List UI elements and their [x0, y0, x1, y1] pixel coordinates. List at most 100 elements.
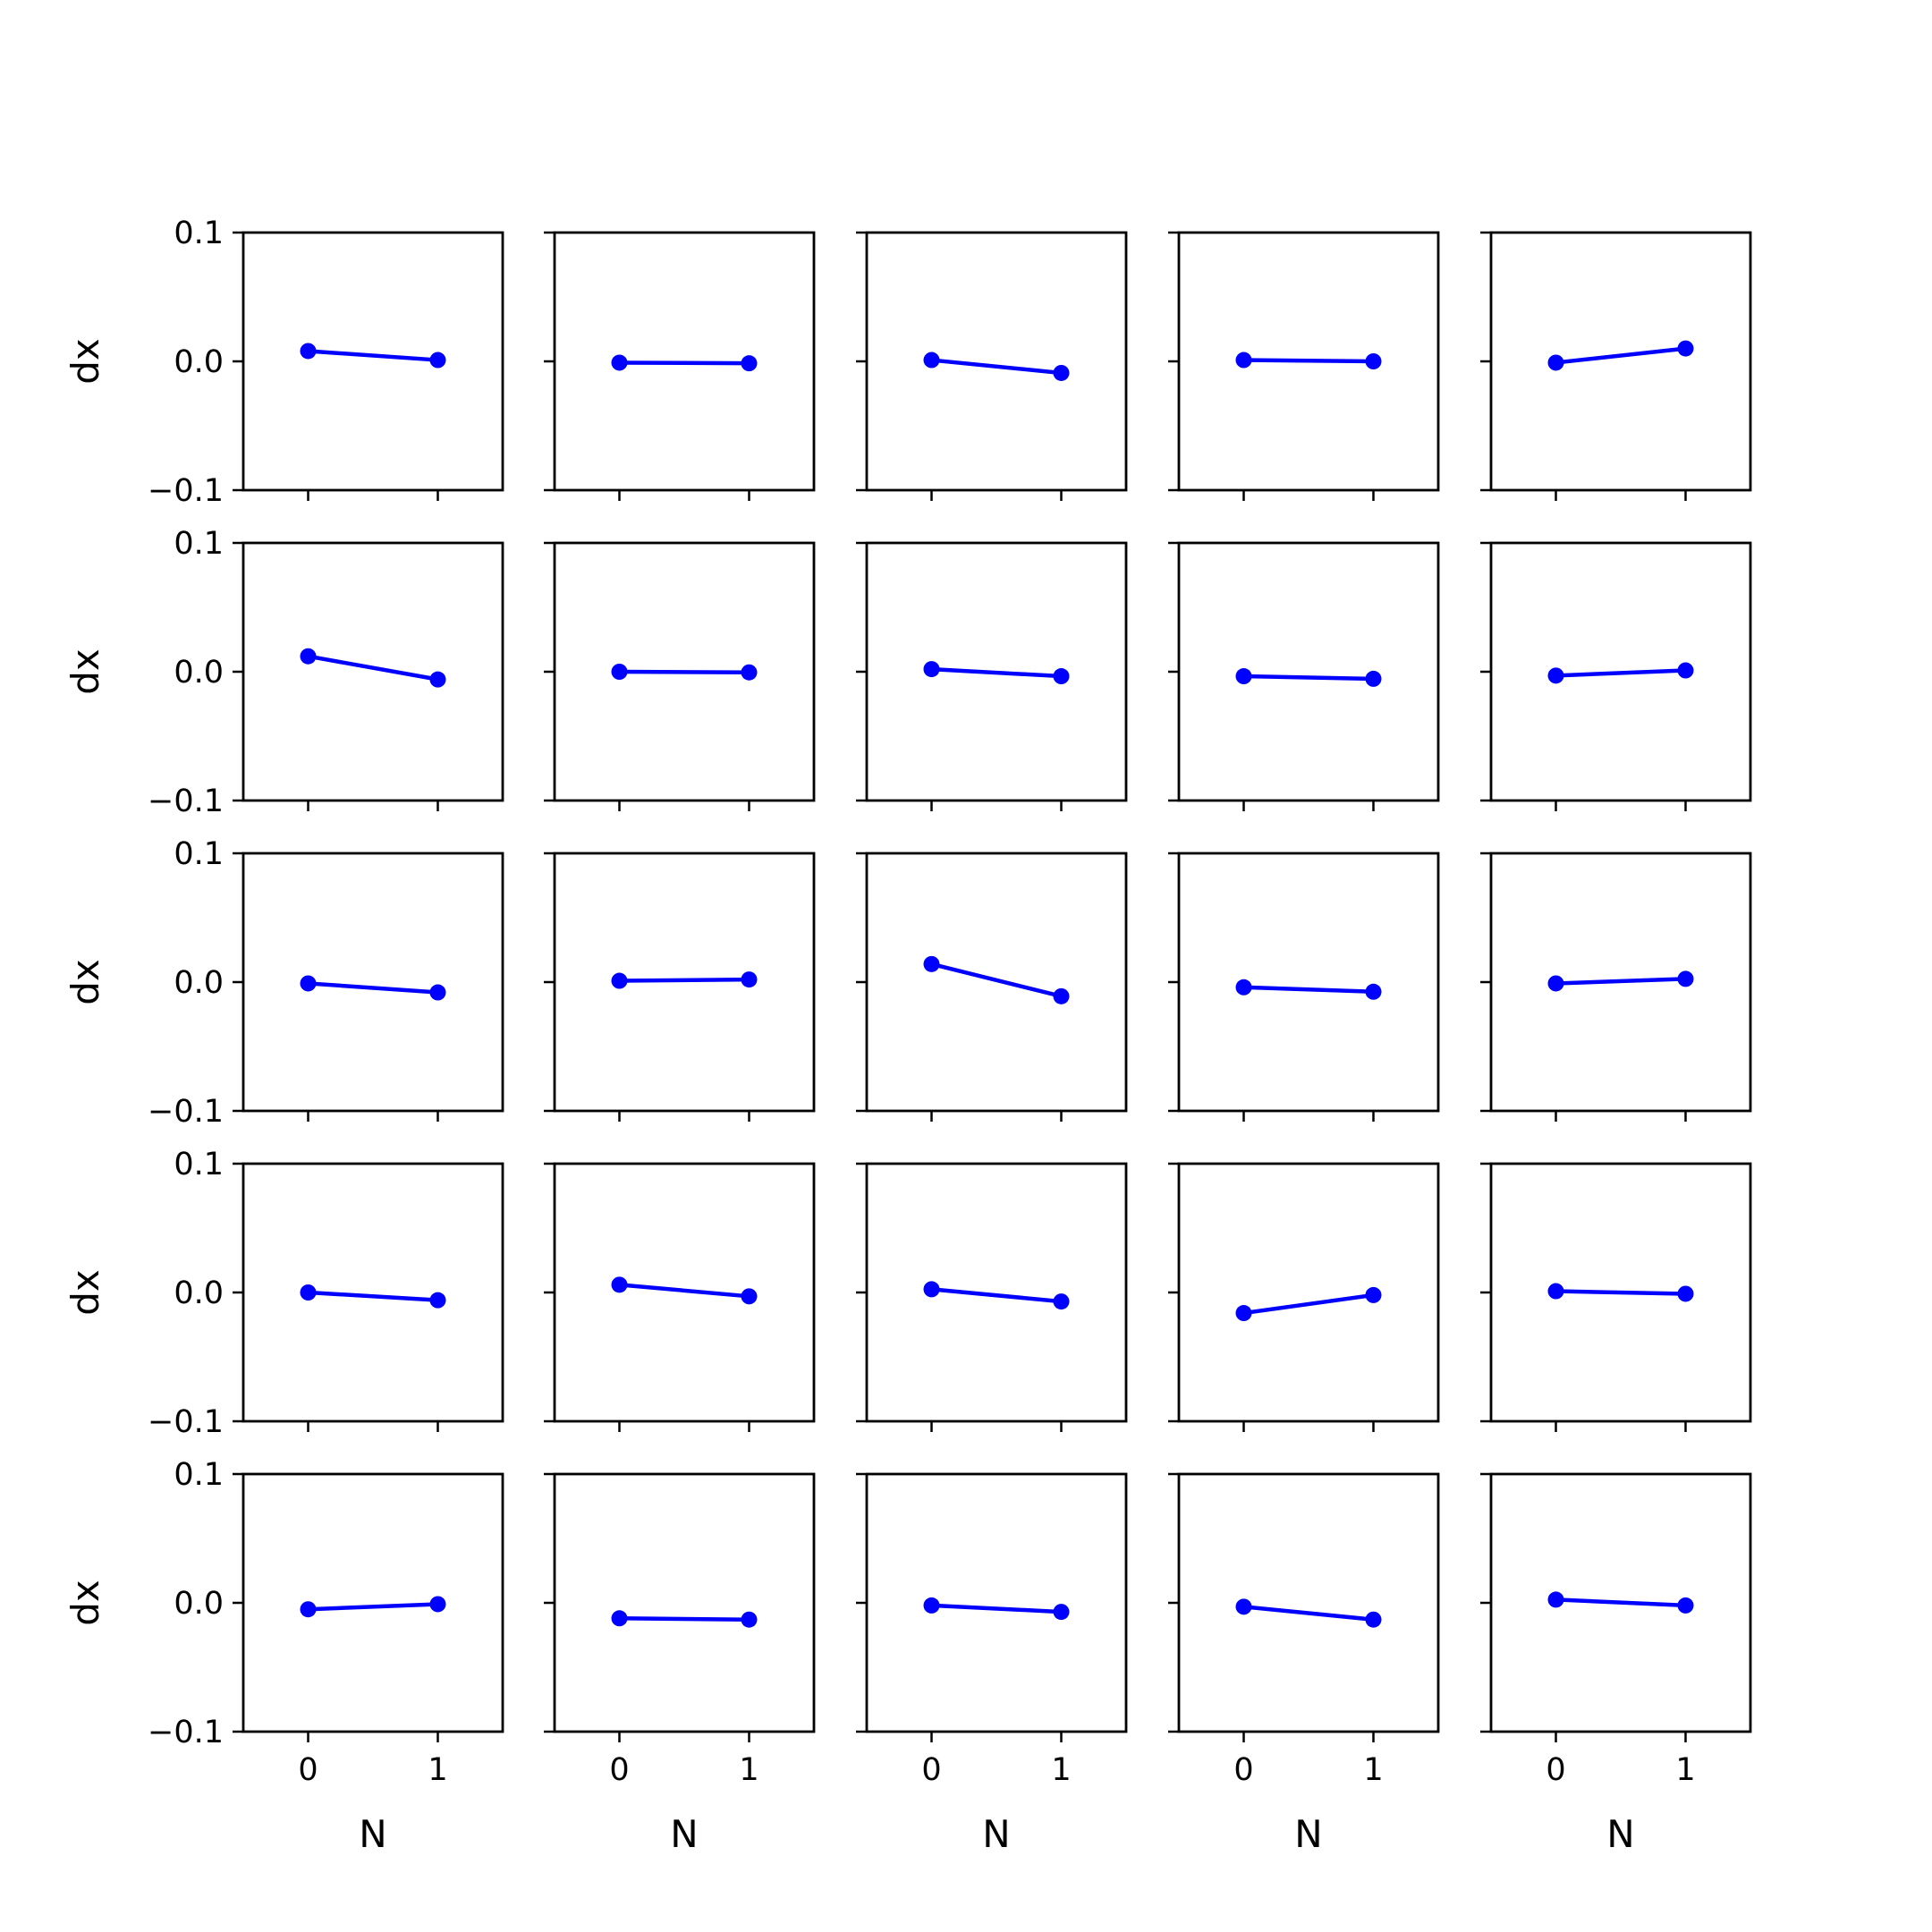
y-axis-label: dx	[64, 338, 107, 385]
panel-r2-c5	[1480, 541, 1752, 811]
data-point	[1235, 352, 1252, 369]
panel-r3-c4	[1168, 852, 1440, 1122]
data-point	[1365, 670, 1382, 687]
data-point	[429, 352, 446, 369]
data-point	[741, 355, 758, 372]
y-tick-label: −0.1	[148, 473, 224, 509]
data-point	[611, 664, 628, 680]
data-point	[923, 955, 940, 972]
series-line	[1241, 674, 1376, 682]
data-point	[429, 984, 446, 1001]
panel-r4-c1: −0.1 0.0 0.1 dx	[64, 1147, 504, 1440]
series-line	[1554, 346, 1688, 365]
data-point	[1365, 1286, 1382, 1303]
panel-r1-c1: −0.1 0.0 0.1 dx	[64, 216, 504, 509]
data-point	[923, 1597, 940, 1614]
series-line	[929, 962, 1063, 999]
series-line	[929, 1287, 1063, 1304]
data-point	[1547, 354, 1564, 371]
data-point	[1235, 668, 1252, 685]
data-point	[923, 661, 940, 678]
panel-r3-c3	[856, 852, 1128, 1122]
data-point	[1677, 970, 1694, 987]
y-axis-label: dx	[64, 1269, 107, 1316]
y-tick-label: 0.0	[174, 655, 224, 691]
y-axis-label: dx	[64, 1580, 107, 1626]
data-point	[741, 1611, 758, 1628]
panel-r3-c1: −0.1 0.0 0.1 dx	[64, 836, 504, 1130]
data-point	[1365, 983, 1382, 1000]
series-line	[929, 358, 1063, 376]
panel-r4-c5	[1480, 1162, 1752, 1432]
series-line	[1241, 1605, 1376, 1622]
series-line	[1554, 1289, 1688, 1296]
panel-r1-c2	[544, 231, 816, 501]
panel-r2-c4	[1168, 541, 1440, 811]
data-point	[1365, 353, 1382, 369]
x-axis-label: N	[982, 1812, 1010, 1856]
panel-r5-c3: 0 1 N	[856, 1472, 1128, 1856]
panel-r5-c4: 0 1 N	[1168, 1472, 1440, 1856]
data-point	[611, 354, 628, 371]
series-line	[306, 1290, 440, 1302]
series-line	[1554, 1597, 1688, 1608]
panel-r2-c1: −0.1 0.0 0.1 dx	[64, 526, 504, 819]
y-tick-label: 0.1	[174, 1147, 224, 1182]
data-point	[1053, 987, 1070, 1004]
data-point	[300, 648, 317, 665]
data-point	[1677, 1285, 1694, 1302]
x-tick-label: 1	[1051, 1752, 1071, 1788]
x-tick-label: 1	[1675, 1752, 1695, 1788]
series-line	[306, 654, 440, 682]
y-tick-label: 0.1	[174, 216, 224, 251]
series-line	[1554, 668, 1688, 678]
x-tick-label: 1	[1363, 1752, 1383, 1788]
data-point	[1053, 364, 1070, 381]
data-point	[429, 1596, 446, 1613]
series-line	[306, 1602, 440, 1612]
x-tick-label: 1	[428, 1752, 447, 1788]
y-tick-label: 0.0	[174, 1275, 224, 1311]
data-point	[611, 1610, 628, 1627]
x-axis-label: N	[359, 1812, 386, 1856]
data-point	[429, 1292, 446, 1309]
y-axis-label: dx	[64, 648, 107, 695]
data-point	[741, 664, 758, 681]
data-point	[1053, 1293, 1070, 1310]
y-tick-label: 0.0	[174, 1586, 224, 1622]
data-point	[300, 343, 317, 360]
panel-r4-c4	[1168, 1162, 1440, 1432]
panel-r3-c2	[544, 852, 816, 1122]
data-point	[1677, 662, 1694, 679]
series-line	[617, 360, 751, 366]
data-point	[1547, 667, 1564, 684]
data-point	[1547, 1283, 1564, 1300]
y-tick-label: 0.0	[174, 344, 224, 380]
data-point	[1235, 1305, 1252, 1322]
data-point	[300, 1601, 317, 1618]
panel-r3-c5	[1480, 852, 1752, 1122]
series-line	[1241, 1292, 1376, 1316]
series-line	[929, 666, 1063, 679]
data-point	[1235, 979, 1252, 996]
panel-r1-c5	[1480, 231, 1752, 501]
data-point	[1547, 1591, 1564, 1608]
y-tick-label: 0.0	[174, 965, 224, 1001]
series-line	[306, 981, 440, 995]
series-line	[617, 977, 751, 983]
panel-r4-c2	[544, 1162, 816, 1432]
x-axis-label: N	[1294, 1812, 1322, 1856]
data-point	[1053, 1604, 1070, 1621]
small-multiples-grid: −0.10.00.1dx−0.10.00.1dx−0.10.00.1dx−0.1…	[64, 216, 1752, 1856]
x-tick-label: 0	[609, 1752, 629, 1788]
data-point	[741, 971, 758, 988]
y-tick-label: 0.1	[174, 526, 224, 562]
data-point	[1677, 1597, 1694, 1614]
y-axis-label: dx	[64, 959, 107, 1005]
panel-r5-c1: 0 1 −0.1 0.0 0.1 dx N	[64, 1457, 504, 1856]
series-line	[1241, 985, 1376, 995]
data-point	[300, 975, 317, 992]
y-tick-label: −0.1	[148, 1715, 224, 1750]
x-tick-label: 0	[1546, 1752, 1565, 1788]
